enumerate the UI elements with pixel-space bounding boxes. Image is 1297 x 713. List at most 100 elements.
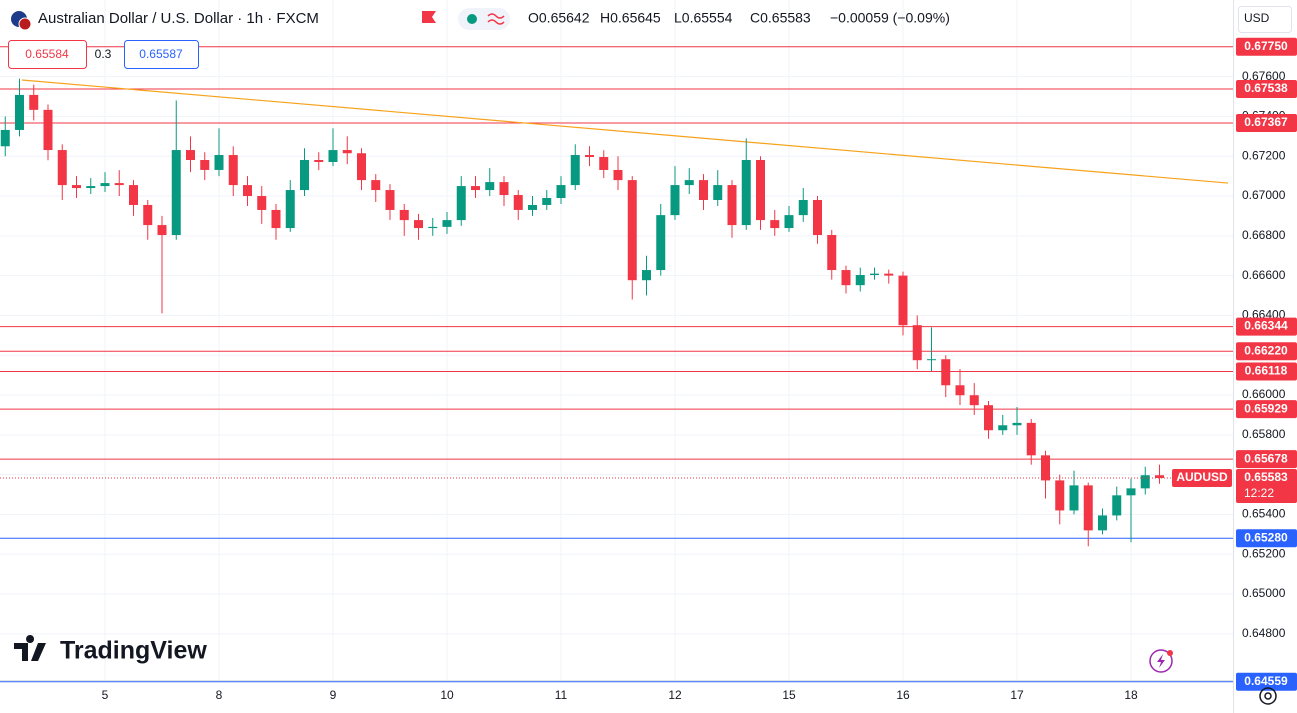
notification-dot <box>1167 650 1173 656</box>
lightning-icon <box>1157 654 1165 668</box>
symbol-label-box <box>1172 469 1232 488</box>
candle-body <box>171 150 181 236</box>
candle-body <box>513 195 523 210</box>
y-tick-label: 0.67600 <box>1242 69 1286 83</box>
y-tick-label: 0.65000 <box>1242 586 1286 600</box>
symbol-title: Australian Dollar / U.S. Dollar · 1h · F… <box>38 10 319 27</box>
candle-body <box>371 180 381 191</box>
candle-body <box>271 209 281 229</box>
candle-body <box>984 405 993 431</box>
level-label: 0.66344 <box>1244 319 1288 333</box>
ohlc-value: −0.00059 (−0.09%) <box>830 10 950 26</box>
candle-body <box>485 182 495 191</box>
sell-box[interactable] <box>8 40 87 69</box>
level-label-box <box>1236 317 1297 336</box>
candle-body <box>642 270 651 281</box>
level-label-box <box>1236 672 1297 691</box>
candle-body <box>813 200 822 236</box>
candle-body <box>357 153 366 181</box>
last-price-label: 0.65583 <box>1244 470 1288 484</box>
candle-body <box>827 235 837 271</box>
y-tick-label: 0.66800 <box>1242 228 1286 242</box>
ohlc-value: H0.65645 <box>600 10 661 26</box>
candle-body <box>1012 422 1022 426</box>
candle-body <box>100 183 110 187</box>
level-label-box <box>1236 37 1297 56</box>
candle-body <box>585 155 594 158</box>
candle-body <box>72 185 81 189</box>
ohlc-value: L0.65554 <box>674 10 733 26</box>
candle-body <box>955 385 965 396</box>
indicator-toggle[interactable] <box>458 8 510 30</box>
y-tick-label: 0.66600 <box>1242 268 1286 282</box>
settings-button[interactable] <box>1259 687 1277 705</box>
ohlc-value: O0.65642 <box>528 10 590 26</box>
settings-icon <box>1264 692 1272 700</box>
level-label: 0.65929 <box>1244 401 1288 415</box>
y-tick-label: 0.65800 <box>1242 427 1286 441</box>
candle-body <box>86 186 96 189</box>
level-label-box <box>1236 400 1297 419</box>
buy-box[interactable] <box>124 40 199 69</box>
candle-body <box>1140 475 1150 489</box>
candle-body <box>684 180 694 186</box>
level-label: 0.65678 <box>1244 451 1288 465</box>
level-label-box <box>1236 529 1297 548</box>
candle-body <box>342 150 352 154</box>
flag-icon[interactable] <box>422 11 436 23</box>
candle-body <box>1069 485 1079 511</box>
candle-body <box>471 186 480 191</box>
candle-body <box>29 94 39 110</box>
level-label: 0.66118 <box>1245 364 1288 378</box>
wave-icon <box>487 13 505 25</box>
candle-body <box>528 204 537 210</box>
buy-price: 0.65587 <box>139 47 183 61</box>
currency-button[interactable] <box>1238 6 1292 33</box>
level-label: 0.66220 <box>1244 343 1288 357</box>
x-tick-label: 17 <box>1010 688 1024 702</box>
level-label-box <box>1236 450 1297 469</box>
candle-body <box>285 190 295 229</box>
candle-body <box>841 270 851 286</box>
candle-body <box>456 186 466 221</box>
candle-body <box>670 185 680 216</box>
candle-body <box>0 129 10 147</box>
x-tick-label: 10 <box>440 688 454 702</box>
y-tick-label: 0.66000 <box>1242 387 1286 401</box>
logo-text: TradingView <box>60 637 207 665</box>
grid <box>0 0 1233 680</box>
axes: 0.648000.650000.652000.654000.656000.658… <box>102 37 1297 702</box>
candle-body <box>855 275 865 286</box>
candle-body <box>627 180 637 281</box>
x-tick-label: 11 <box>555 688 568 702</box>
candle-body <box>998 425 1008 431</box>
candle-body <box>570 155 580 186</box>
level-label-box <box>1236 79 1297 98</box>
candle-body <box>656 215 666 271</box>
y-tick-label: 0.67000 <box>1242 188 1286 202</box>
y-tick-label: 0.67200 <box>1242 148 1286 162</box>
candle-body <box>1026 422 1036 456</box>
candle-body <box>228 155 238 186</box>
candle-body <box>114 183 124 186</box>
level-label-box <box>1236 362 1297 381</box>
candle-body <box>15 94 24 130</box>
candle-body <box>969 395 979 406</box>
x-tick-label: 5 <box>102 688 109 702</box>
candle-body <box>1041 455 1050 481</box>
candle-body <box>428 226 438 229</box>
level-label: 0.67538 <box>1244 81 1288 95</box>
x-tick-label: 16 <box>896 688 910 702</box>
candle-body <box>713 185 723 200</box>
candle-body <box>143 204 153 226</box>
candle-body <box>1083 485 1093 531</box>
y-tick-label: 0.65400 <box>1242 507 1286 521</box>
sell-price: 0.65584 <box>25 47 69 61</box>
level-label-box <box>1236 113 1297 132</box>
symbol-label: AUDUSD <box>1176 470 1228 484</box>
candle-body <box>1126 488 1136 496</box>
level-label: 0.65280 <box>1244 530 1288 544</box>
alert-button[interactable] <box>1149 649 1173 673</box>
candle-body <box>328 150 338 162</box>
